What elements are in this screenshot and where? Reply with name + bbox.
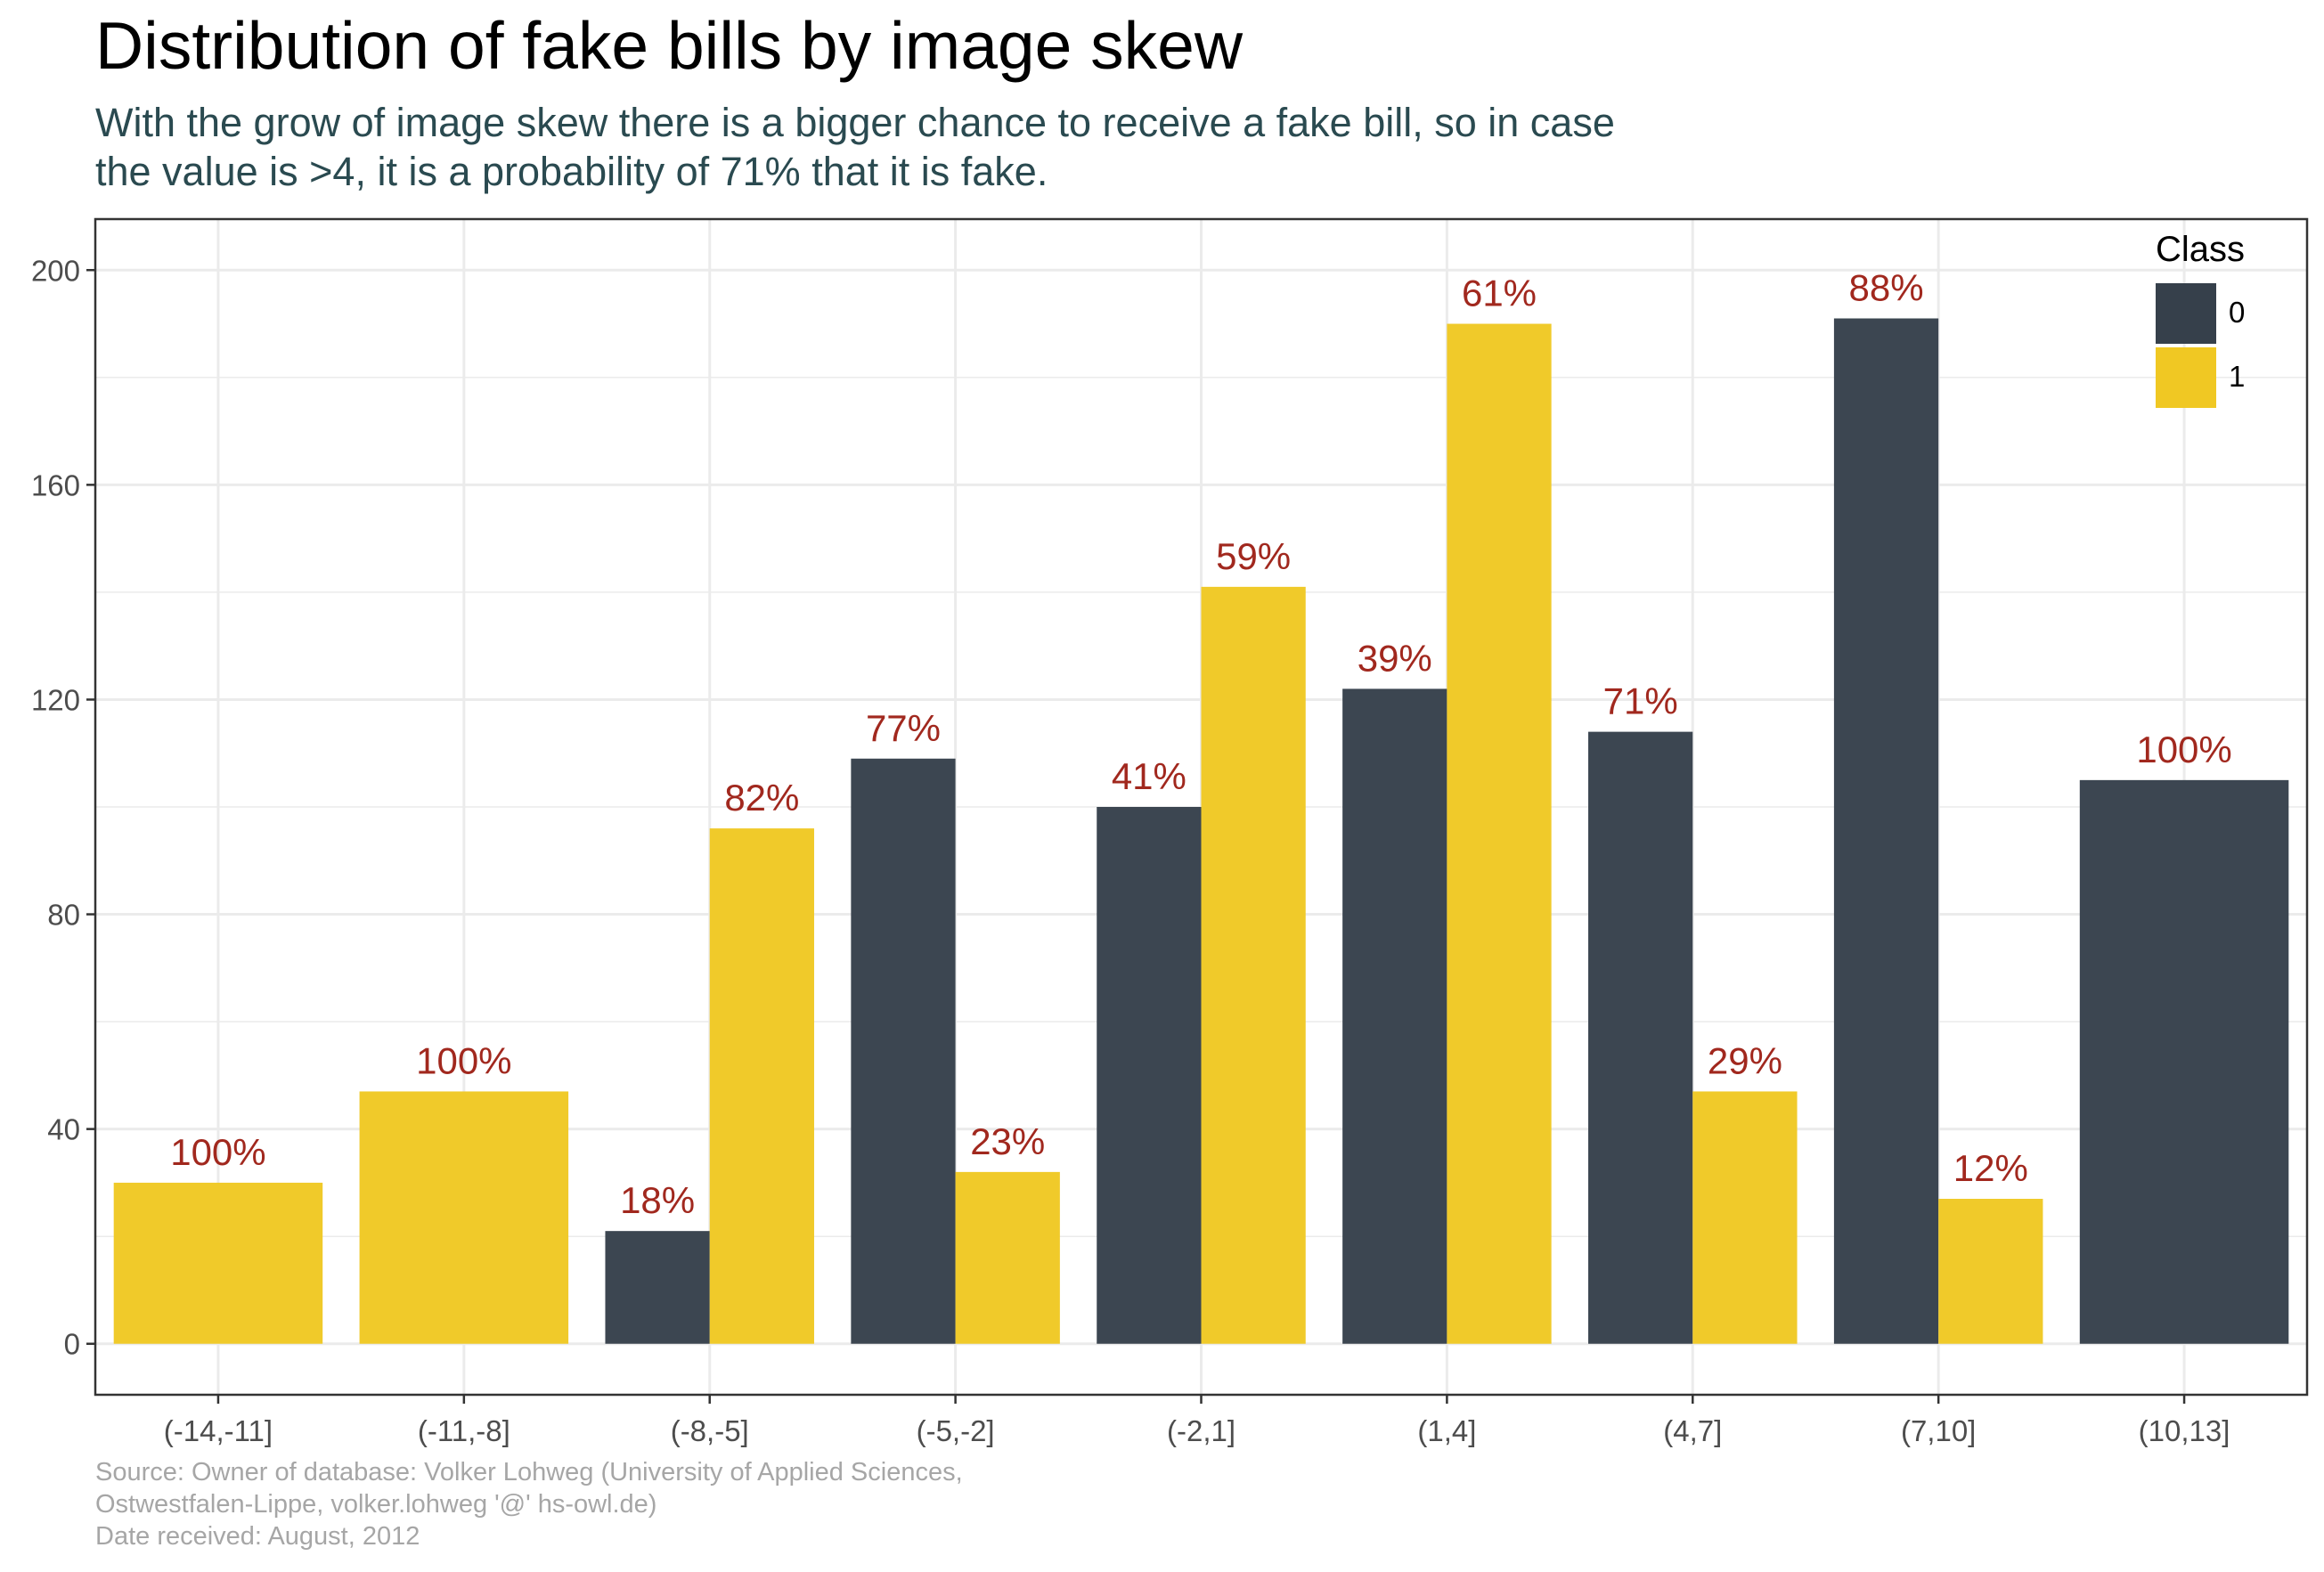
- bar-class-1-3: [955, 1171, 1060, 1344]
- x-tick-label: (-2,1]: [1167, 1414, 1235, 1447]
- legend-label-class-1: 1: [2229, 360, 2246, 393]
- x-tick-label: (4,7]: [1663, 1414, 1722, 1447]
- bar-class-0-2: [605, 1231, 710, 1344]
- legend-label-class-0: 0: [2229, 296, 2246, 329]
- data-label-class-0-8: 100%: [2136, 729, 2231, 770]
- bar-class-1-5: [1447, 323, 1552, 1344]
- bars: [113, 318, 2289, 1344]
- data-label-class-1-2: 82%: [724, 777, 799, 819]
- data-labels: 100% 100% 18% 82% 77% 23% 41% 59% 39% 61% 71% 29% 88…: [170, 267, 2232, 1222]
- y-tick-label: 0: [64, 1328, 80, 1361]
- legend-title: Class: [2156, 230, 2246, 269]
- data-label-class-1-3: 23%: [970, 1120, 1045, 1162]
- caption-date: Date received: August, 2012: [95, 1522, 420, 1551]
- chart-subtitle-line-2: the value is >4, it is a probability of …: [95, 149, 1048, 194]
- data-label-class-1-1: 100%: [416, 1039, 511, 1081]
- x-tick-label: (-14,-11]: [164, 1414, 273, 1447]
- x-tick-label: (1,4]: [1417, 1414, 1476, 1447]
- legend-item-class-1: 1: [2156, 347, 2324, 408]
- bar-class-0-7: [1833, 318, 1939, 1344]
- caption-source-line-1: Source: Owner of database: Volker Lohweg…: [95, 1458, 963, 1486]
- y-tick-label: 120: [31, 683, 80, 716]
- x-tick-label: (10,13]: [2139, 1414, 2230, 1447]
- y-tick-label: 160: [31, 468, 80, 501]
- data-label-class-1-0: 100%: [170, 1131, 265, 1173]
- caption-source-line-2: Ostwestfalen-Lippe, volker.lohweg '@' hs…: [95, 1490, 657, 1519]
- bar-class-1-4: [1201, 586, 1306, 1344]
- chart-title: Distribution of fake bills by image skew: [95, 8, 1244, 83]
- bar-class-1-7: [1938, 1199, 2043, 1344]
- x-tick-label: (7,10]: [1901, 1414, 1976, 1447]
- legend-item-class-0: 0: [2156, 283, 2324, 344]
- bar-class-1-0: [113, 1182, 323, 1344]
- bar-class-1-2: [709, 828, 814, 1344]
- data-label-class-0-5: 39%: [1358, 637, 1432, 679]
- bar-class-1-1: [359, 1091, 569, 1344]
- data-label-class-1-6: 29%: [1708, 1039, 1782, 1081]
- legend-key-class-0: [2156, 283, 2216, 344]
- x-tick-label: (-8,-5]: [671, 1414, 749, 1447]
- data-label-class-0-3: 77%: [866, 707, 941, 749]
- y-tick-label: 40: [47, 1113, 80, 1146]
- data-label-class-1-4: 59%: [1216, 535, 1291, 577]
- data-label-class-1-7: 12%: [1953, 1147, 2028, 1189]
- x-tick-label: (-5,-2]: [917, 1414, 995, 1447]
- axes: 0 40 80 120 160 200 (-14,-11] (-11,-8] (-8,-5] (-…: [31, 254, 2230, 1447]
- bar-class-1-6: [1692, 1091, 1798, 1344]
- data-label-class-0-7: 88%: [1849, 267, 1924, 309]
- x-tick-label: (-11,-8]: [418, 1414, 510, 1447]
- y-tick-label: 200: [31, 254, 80, 287]
- data-label-class-1-5: 61%: [1462, 273, 1537, 314]
- bar-class-0-8: [2079, 779, 2289, 1344]
- y-tick-label: 80: [47, 899, 80, 932]
- bar-class-0-3: [851, 758, 956, 1344]
- legend-key-class-1: [2156, 347, 2216, 408]
- data-label-class-0-2: 18%: [620, 1179, 695, 1221]
- chart-subtitle-line-1: With the grow of image skew there is a b…: [95, 100, 1615, 145]
- bar-class-0-6: [1588, 731, 1693, 1344]
- bar-class-0-4: [1097, 807, 1202, 1344]
- bar-class-0-5: [1342, 688, 1447, 1344]
- data-label-class-0-4: 41%: [1112, 755, 1186, 797]
- data-label-class-0-6: 71%: [1603, 680, 1678, 722]
